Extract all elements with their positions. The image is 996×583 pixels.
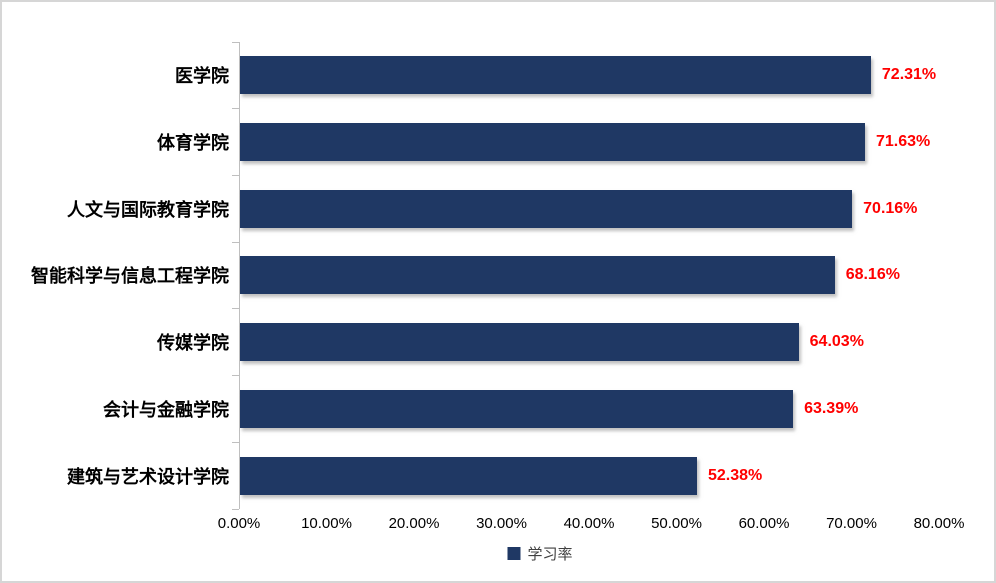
legend: 学习率 — [507, 543, 573, 564]
value-label: 70.16% — [863, 199, 918, 217]
category-axis-tick — [232, 174, 239, 176]
value-label: 52.38% — [708, 466, 763, 484]
category-axis-tick — [232, 41, 239, 43]
x-axis-tick-label: 10.00% — [301, 515, 352, 532]
bar — [240, 189, 853, 228]
chart-row: 医学院 72.31% — [175, 42, 938, 109]
x-axis-tick-label: 40.00% — [563, 515, 615, 532]
x-axis-tick-label: 20.00% — [388, 515, 440, 532]
bar — [240, 123, 865, 162]
category-axis-tick — [232, 375, 239, 377]
bar — [240, 456, 697, 495]
chart-row: 传媒学院 64.03% — [157, 309, 938, 376]
category-axis-tick — [232, 508, 239, 510]
category-label: 人文与国际教育学院 — [67, 199, 229, 220]
category-axis-tick — [232, 108, 239, 110]
bar — [240, 56, 871, 95]
category-label: 医学院 — [175, 66, 229, 87]
value-label: 71.63% — [875, 133, 931, 151]
category-label: 体育学院 — [157, 133, 229, 154]
x-axis-tick-label: 70.00% — [826, 515, 877, 532]
category-axis-ticks — [232, 41, 938, 510]
value-label: 63.39% — [804, 399, 859, 417]
bar-rows: 医学院 72.31% 体育学院 71.63% 人文与国际教育学院 70.16% 智能科学与信… — [31, 42, 938, 509]
x-axis-tick-label: 50.00% — [651, 515, 702, 532]
value-label: 68.16% — [845, 266, 900, 284]
plot-area: 医学院 72.31% 体育学院 71.63% 人文与国际教育学院 70.16% 智能科学与信… — [31, 41, 938, 510]
chart-row: 建筑与艺术设计学院 52.38% — [67, 442, 938, 509]
x-axis-tick-label: 0.00% — [217, 515, 261, 532]
x-axis-tick-label: 80.00% — [913, 515, 965, 532]
category-label: 传媒学院 — [157, 333, 229, 354]
category-axis-tick — [232, 441, 239, 443]
chart-row: 人文与国际教育学院 70.16% — [67, 175, 938, 242]
category-label: 智能科学与信息工程学院 — [31, 266, 229, 287]
category-axis-tick — [232, 308, 239, 310]
chart-row: 会计与金融学院 63.39% — [103, 376, 938, 443]
category-label: 建筑与艺术设计学院 — [67, 466, 229, 487]
bar — [240, 256, 835, 295]
legend-swatch-icon — [507, 547, 521, 560]
bar — [240, 323, 799, 362]
bar — [240, 389, 794, 428]
legend-label: 学习率 — [527, 546, 573, 563]
x-axis-tick-label: 60.00% — [738, 515, 790, 532]
value-label: 72.31% — [881, 66, 937, 84]
category-axis-tick — [232, 241, 239, 243]
x-axis-tick-label: 30.00% — [476, 515, 527, 532]
chart-row: 智能科学与信息工程学院 68.16% — [31, 242, 938, 309]
category-label: 会计与金融学院 — [103, 399, 229, 420]
chart-row: 体育学院 71.63% — [157, 109, 938, 176]
x-axis: 0.00% 10.00% 20.00% 30.00% 40.00% 50.00% 60.00… — [218, 515, 965, 535]
value-label: 64.03% — [809, 333, 864, 351]
